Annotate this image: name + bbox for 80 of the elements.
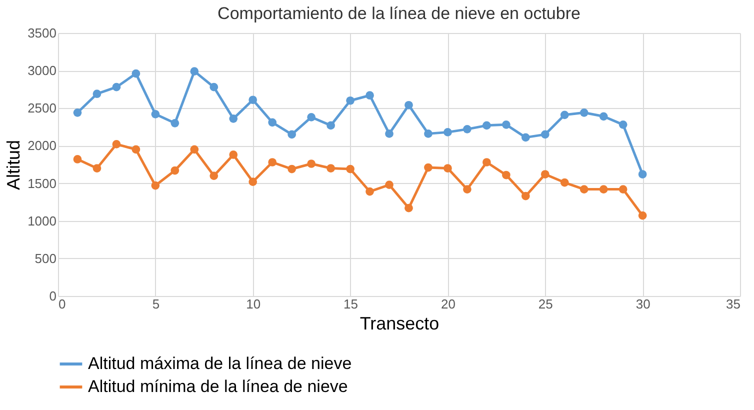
point bbox=[73, 108, 82, 117]
point bbox=[132, 69, 140, 78]
point bbox=[190, 67, 199, 76]
y-tick-label: 1500 bbox=[28, 176, 56, 191]
point bbox=[366, 91, 374, 100]
point bbox=[229, 150, 238, 159]
point bbox=[112, 140, 121, 148]
point bbox=[463, 185, 472, 194]
point bbox=[385, 130, 394, 138]
point bbox=[521, 192, 530, 200]
y-tick-label: 3500 bbox=[28, 26, 56, 40]
point bbox=[560, 178, 569, 187]
point bbox=[580, 108, 588, 117]
point bbox=[170, 118, 180, 128]
point bbox=[404, 100, 413, 110]
point bbox=[307, 112, 316, 122]
x-tick-label: 10 bbox=[246, 296, 261, 312]
point bbox=[444, 164, 452, 172]
point bbox=[268, 118, 277, 127]
point bbox=[444, 128, 452, 136]
point bbox=[482, 121, 491, 130]
point bbox=[502, 170, 510, 180]
point bbox=[326, 121, 335, 130]
x-tick-label: 0 bbox=[58, 296, 66, 312]
y-tick-label: 1000 bbox=[28, 213, 56, 228]
point bbox=[404, 204, 413, 212]
point bbox=[540, 170, 550, 178]
point bbox=[210, 82, 218, 92]
y-axis-title: Altitud bbox=[4, 140, 24, 190]
point bbox=[92, 90, 102, 98]
point bbox=[502, 120, 510, 129]
point bbox=[151, 181, 160, 190]
x-tick-label: 5 bbox=[152, 296, 160, 312]
point bbox=[638, 211, 647, 220]
point bbox=[326, 164, 335, 172]
x-tick-label: 35 bbox=[726, 296, 740, 312]
point bbox=[170, 166, 180, 175]
point bbox=[190, 145, 199, 154]
y-tick-label: 2500 bbox=[28, 100, 56, 116]
x-axis-title: Transecto bbox=[360, 314, 440, 334]
y-tick-label: 2000 bbox=[28, 138, 56, 154]
y-tick-label: 3000 bbox=[28, 63, 56, 78]
x-tick-label: 20 bbox=[440, 296, 456, 312]
point bbox=[580, 185, 588, 194]
point bbox=[638, 170, 647, 178]
point bbox=[151, 110, 160, 118]
point bbox=[73, 155, 82, 164]
point bbox=[268, 158, 277, 166]
point bbox=[424, 130, 432, 138]
point bbox=[112, 82, 121, 92]
x-tick-label: 15 bbox=[344, 296, 358, 312]
point bbox=[521, 133, 530, 142]
point bbox=[463, 125, 472, 134]
y-tick-label: 500 bbox=[34, 250, 56, 266]
chart-title: Comportamiento de la línea de nieve en octubre bbox=[218, 4, 580, 23]
point bbox=[248, 178, 258, 186]
point bbox=[540, 130, 550, 139]
point bbox=[599, 112, 608, 121]
x-tick-label: 30 bbox=[636, 296, 650, 312]
point bbox=[618, 120, 628, 129]
point bbox=[366, 187, 374, 196]
point bbox=[424, 163, 432, 172]
point bbox=[92, 164, 102, 172]
point bbox=[618, 185, 628, 194]
point bbox=[599, 185, 608, 194]
point bbox=[307, 160, 316, 168]
point bbox=[560, 110, 569, 120]
legend-label: Altitud máxima de la línea de nieve bbox=[88, 354, 352, 373]
point bbox=[482, 158, 491, 166]
point bbox=[210, 172, 218, 180]
point bbox=[385, 180, 394, 189]
x-tick-label: 25 bbox=[538, 296, 553, 312]
point bbox=[288, 130, 296, 139]
point bbox=[288, 164, 296, 174]
point bbox=[346, 96, 354, 105]
point bbox=[248, 96, 258, 104]
point bbox=[132, 145, 140, 154]
legend-label: Altitud mínima de la línea de nieve bbox=[88, 377, 348, 396]
point bbox=[229, 114, 238, 123]
point bbox=[346, 164, 354, 174]
